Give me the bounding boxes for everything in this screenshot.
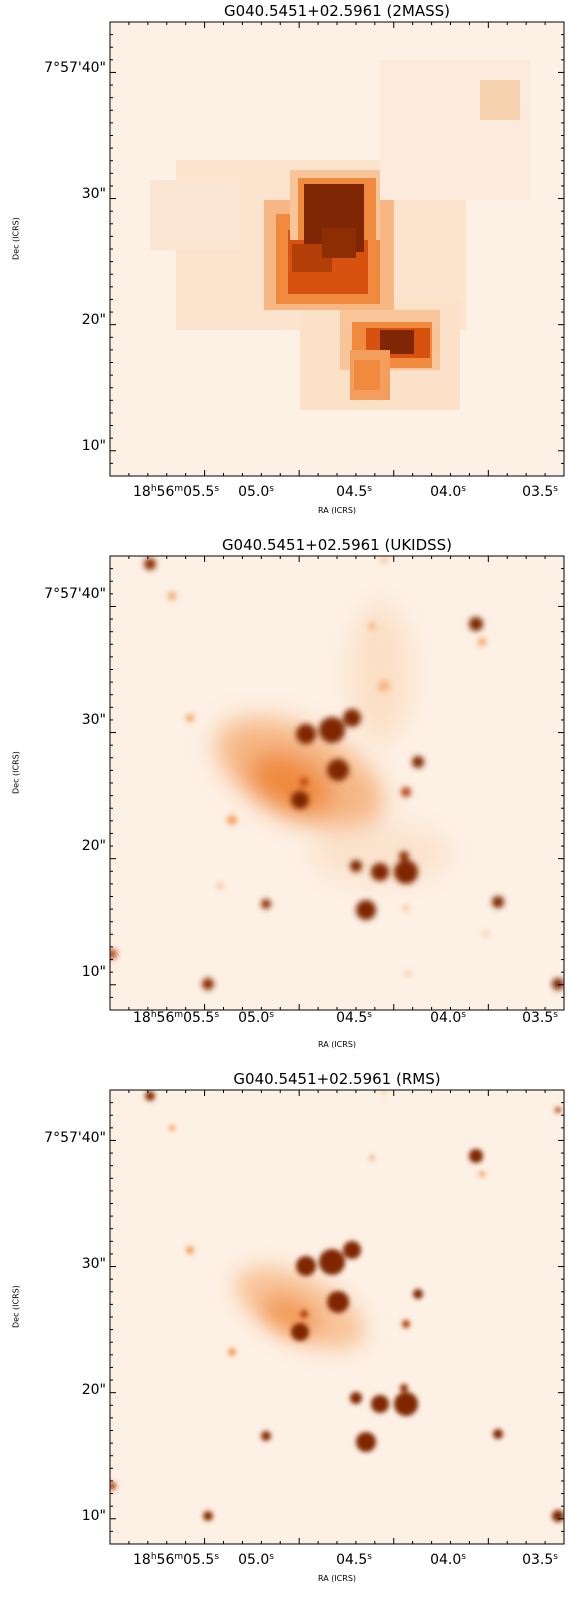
y-tick: 30" — [81, 1256, 106, 1272]
x-tick: 04.0s — [430, 1552, 466, 1568]
x-tick: 05.0s — [238, 1552, 274, 1568]
x-tick: 03.5s — [522, 1552, 558, 1568]
panel-ukidss: G040.5451+02.5961 (UKIDSS) — [0, 534, 584, 1068]
x-axis-label: RA (ICRS) — [317, 1574, 357, 1583]
y-tick: 20" — [81, 312, 106, 328]
y-tick: 7°57'40" — [44, 1130, 106, 1146]
x-tick: 05.0s — [238, 1010, 274, 1026]
x-tick: 18h56m05.5s — [132, 1010, 220, 1026]
x-tick: 04.5s — [336, 1010, 372, 1026]
x-tick: 04.5s — [336, 1552, 372, 1568]
y-axis-label: Dec (ICRS) — [11, 751, 21, 794]
image-2mass — [109, 21, 565, 477]
panel-title: G040.5451+02.5961 (2MASS) — [223, 2, 451, 20]
image-rms — [109, 1089, 565, 1545]
x-tick: 04.5s — [336, 484, 372, 500]
x-tick: 03.5s — [522, 1010, 558, 1026]
x-tick: 18h56m05.5s — [132, 1552, 220, 1568]
panel-rms: G040.5451+02.5961 (RMS) — [0, 1068, 584, 1602]
y-tick: 7°57'40" — [44, 586, 106, 602]
panel-title: G040.5451+02.5961 (UKIDSS) — [221, 536, 453, 554]
y-tick: 30" — [81, 186, 106, 202]
y-tick: 30" — [81, 712, 106, 728]
x-tick: 18h56m05.5s — [132, 484, 220, 500]
y-axis-label: Dec (ICRS) — [11, 217, 21, 260]
panel-2mass: G040.5451+02.5961 (2MASS) — [0, 0, 584, 534]
x-axis-label: RA (ICRS) — [317, 1040, 357, 1049]
image-ukidss — [109, 555, 565, 1011]
panel-title: G040.5451+02.5961 (RMS) — [233, 1070, 441, 1088]
x-tick: 05.0s — [238, 484, 274, 500]
y-tick: 10" — [81, 1508, 106, 1524]
x-axis-label: RA (ICRS) — [317, 506, 357, 515]
x-tick: 04.0s — [430, 1010, 466, 1026]
y-tick: 7°57'40" — [44, 60, 106, 76]
y-tick: 20" — [81, 1382, 106, 1398]
y-tick: 10" — [81, 438, 106, 454]
x-tick: 04.0s — [430, 484, 466, 500]
y-tick: 10" — [81, 964, 106, 980]
y-axis-label: Dec (ICRS) — [11, 1285, 21, 1328]
y-tick: 20" — [81, 838, 106, 854]
x-tick: 03.5s — [522, 484, 558, 500]
